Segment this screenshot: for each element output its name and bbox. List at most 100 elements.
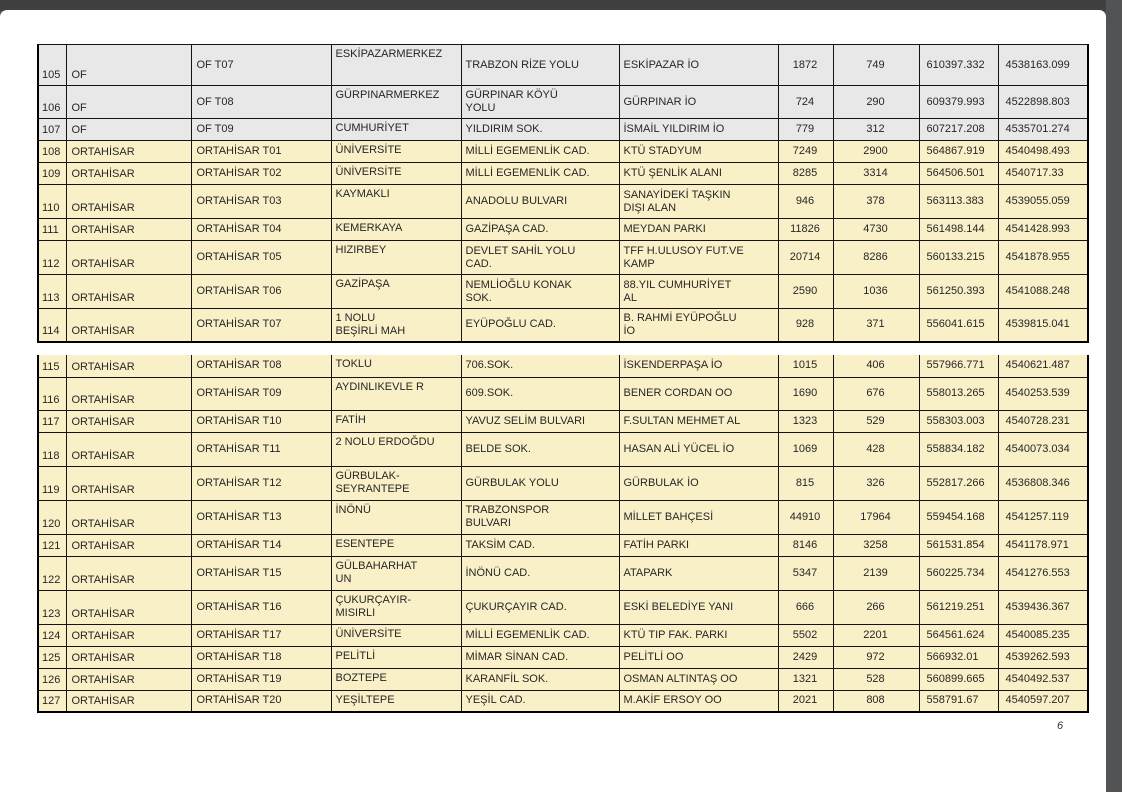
- cell-value1: 20714: [777, 240, 834, 275]
- cell-coord_x: 558303.003: [918, 409, 999, 433]
- table-row: 109 ORTAHİSAR ORTAHİSAR T02 ÜNİVERSİTE MİLLİ…: [37, 162, 1089, 185]
- cell-district: ORTAHİSAR: [65, 162, 192, 185]
- cell-coord_y: 4522898.803: [997, 85, 1089, 119]
- cell-code: ORTAHİSAR T18: [190, 645, 332, 669]
- cell-neighborhood: KAYMAKLI: [330, 184, 462, 219]
- cell-district: ORTAHİSAR: [65, 184, 192, 219]
- cell-value1: 1872: [777, 44, 834, 86]
- cell-coord_x: 607217.208: [918, 118, 999, 141]
- cell-district: ORTAHİSAR: [65, 533, 192, 557]
- cell-code: OF T09: [190, 118, 332, 141]
- cell-coord_x: 561531.854: [918, 533, 999, 557]
- cell-street: ÇUKURÇAYIR CAD.: [460, 589, 620, 625]
- cell-district: ORTAHİSAR: [65, 499, 192, 535]
- cell-street: NEMLİOĞLU KONAK SOK.: [460, 274, 620, 309]
- cell-value1: 666: [777, 589, 834, 625]
- cell-coord_y: 4540597.207: [997, 689, 1089, 713]
- cell-value2: 326: [832, 465, 920, 501]
- cell-district: ORTAHİSAR: [65, 240, 192, 275]
- cell-no: 117: [37, 409, 67, 433]
- cell-neighborhood: ÇUKURÇAYIR- MISIRLI: [330, 589, 462, 625]
- cell-coord_y: 4541276.553: [997, 555, 1089, 591]
- cell-neighborhood: ÜNİVERSİTE: [330, 162, 462, 185]
- cell-street: GÜRBULAK YOLU: [460, 465, 620, 501]
- cell-neighborhood: ESENTEPE: [330, 533, 462, 557]
- cell-location: PELİTLİ OO: [618, 645, 779, 669]
- table-row: 105 OF OF T07 ESKİPAZARMERKEZ TRABZON RİZE Y…: [37, 44, 1089, 86]
- cell-district: ORTAHİSAR: [65, 308, 192, 342]
- cell-value1: 1069: [777, 431, 834, 467]
- cell-value2: 529: [832, 409, 920, 433]
- cell-code: ORTAHİSAR T20: [190, 689, 332, 713]
- cell-no: 126: [37, 667, 67, 691]
- cell-no: 110: [37, 184, 67, 219]
- cell-value2: 371: [832, 308, 920, 342]
- cell-value1: 1690: [777, 376, 834, 411]
- table-row: 121 ORTAHİSAR ORTAHİSAR T14 ESENTEPE TAKSİM …: [37, 533, 1089, 557]
- cell-district: ORTAHİSAR: [65, 431, 192, 467]
- cell-no: 123: [37, 589, 67, 625]
- cell-code: OF T07: [190, 44, 332, 86]
- table-row: 107 OF OF T09 CUMHURİYET YILDIRIM SOK. İSMAİL…: [37, 118, 1089, 141]
- cell-code: ORTAHİSAR T16: [190, 589, 332, 625]
- cell-value1: 724: [777, 85, 834, 119]
- cell-no: 114: [37, 308, 67, 342]
- cell-neighborhood: PELİTLİ: [330, 645, 462, 669]
- cell-coord_x: 609379.993: [918, 85, 999, 119]
- cell-location: İSMAİL YILDIRIM İO: [618, 118, 779, 141]
- cell-district: ORTAHİSAR: [65, 645, 192, 669]
- cell-code: ORTAHİSAR T08: [190, 355, 332, 378]
- cell-location: KTÜ ŞENLİK ALANI: [618, 162, 779, 185]
- cell-coord_x: 556041.615: [918, 308, 999, 342]
- cell-coord_y: 4540728.231: [997, 409, 1089, 433]
- cell-value1: 1323: [777, 409, 834, 433]
- cell-neighborhood: HIZIRBEY: [330, 240, 462, 275]
- cell-coord_x: 558013.265: [918, 376, 999, 411]
- cell-coord_y: 4538163.099: [997, 44, 1089, 86]
- cell-no: 119: [37, 465, 67, 501]
- cell-location: M.AKİF ERSOY OO: [618, 689, 779, 713]
- cell-street: YAVUZ SELİM BULVARI: [460, 409, 620, 433]
- cell-no: 106: [37, 85, 67, 119]
- cell-code: ORTAHİSAR T12: [190, 465, 332, 501]
- table-row: 110 ORTAHİSAR ORTAHİSAR T03 KAYMAKLI ANADOLU…: [37, 184, 1089, 219]
- table-row: 126 ORTAHİSAR ORTAHİSAR T19 BOZTEPE KARANFİL…: [37, 667, 1089, 691]
- cell-coord_x: 563113.383: [918, 184, 999, 219]
- cell-code: ORTAHİSAR T19: [190, 667, 332, 691]
- cell-no: 118: [37, 431, 67, 467]
- cell-coord_y: 4535701.274: [997, 118, 1089, 141]
- cell-no: 109: [37, 162, 67, 185]
- cell-code: ORTAHİSAR T14: [190, 533, 332, 557]
- cell-coord_y: 4540717.33: [997, 162, 1089, 185]
- cell-value2: 1036: [832, 274, 920, 309]
- cell-neighborhood: CUMHURİYET: [330, 118, 462, 141]
- cell-coord_y: 4541428.993: [997, 218, 1089, 241]
- cell-value2: 676: [832, 376, 920, 411]
- cell-value2: 528: [832, 667, 920, 691]
- cell-no: 120: [37, 499, 67, 535]
- cell-code: ORTAHİSAR T05: [190, 240, 332, 275]
- table-row: 115 ORTAHİSAR ORTAHİSAR T08 TOKLU 706.SOK. İS…: [37, 355, 1089, 378]
- cell-district: ORTAHİSAR: [65, 465, 192, 501]
- cell-location: MEYDAN PARKI: [618, 218, 779, 241]
- cell-neighborhood: ÜNİVERSİTE: [330, 140, 462, 163]
- cell-location: F.SULTAN MEHMET AL: [618, 409, 779, 433]
- cell-value2: 428: [832, 431, 920, 467]
- cell-no: 116: [37, 376, 67, 411]
- cell-location: İSKENDERPAŞA İO: [618, 355, 779, 378]
- table-row: 123 ORTAHİSAR ORTAHİSAR T16 ÇUKURÇAYIR- MIS…: [37, 589, 1089, 625]
- cell-code: ORTAHİSAR T10: [190, 409, 332, 433]
- cell-neighborhood: FATİH: [330, 409, 462, 433]
- cell-street: İNÖNÜ CAD.: [460, 555, 620, 591]
- cell-no: 125: [37, 645, 67, 669]
- cell-coord_x: 561219.251: [918, 589, 999, 625]
- cell-value1: 1321: [777, 667, 834, 691]
- cell-value1: 779: [777, 118, 834, 141]
- cell-code: ORTAHİSAR T04: [190, 218, 332, 241]
- cell-street: YEŞİL CAD.: [460, 689, 620, 713]
- cell-value2: 378: [832, 184, 920, 219]
- cell-value2: 2900: [832, 140, 920, 163]
- cell-neighborhood: ÜNİVERSİTE: [330, 623, 462, 647]
- cell-street: EYÜPOĞLU CAD.: [460, 308, 620, 342]
- assembly-points-table-fragment-2: 115 ORTAHİSAR ORTAHİSAR T08 TOKLU 706.SOK. İS…: [37, 355, 1089, 713]
